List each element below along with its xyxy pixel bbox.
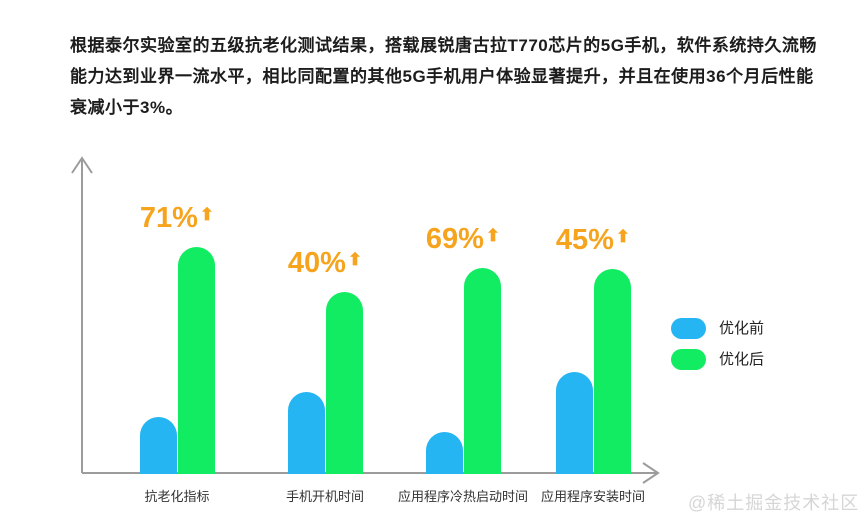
bar-after-1 [325, 292, 363, 474]
legend-item-before: 优化前 [671, 318, 764, 339]
watermark: @稀土掘金技术社区 [688, 493, 860, 513]
improvement-value: 69% [425, 223, 484, 255]
improvement-value: 71% [139, 202, 198, 234]
chart-legend: 优化前 优化后 [671, 318, 764, 370]
bar-after-3 [593, 269, 631, 474]
improvement-value: 45% [555, 224, 614, 256]
paragraph-line-2: 能力达到业界一流水平，相比同配置的其他5G手机用户体验显著提升，并且在使用36个… [70, 67, 814, 86]
bar-before-2 [425, 432, 463, 474]
x-axis-arrow-icon [642, 462, 660, 484]
category-label-2: 应用程序冷热启动时间 [397, 489, 529, 504]
legend-label-after: 优化后 [719, 351, 765, 368]
improvement-value: 40% [287, 247, 346, 279]
legend-label-before: 优化前 [719, 320, 765, 337]
up-arrow-icon: ⬆ [199, 205, 215, 224]
bar-after-2 [463, 268, 501, 474]
y-axis-arrow-icon [71, 156, 93, 174]
legend-swatch-after [671, 349, 706, 370]
improvement-label-3: 45% ⬆ [556, 222, 630, 255]
paragraph-line-1: 根据泰尔实验室的五级抗老化测试结果，搭载展锐唐古拉T770芯片的5G手机，软件系… [70, 36, 817, 55]
bar-after-0 [177, 247, 215, 474]
improvement-label-1: 40% ⬆ [288, 245, 362, 278]
improvement-label-0: 71% ⬆ [140, 200, 214, 233]
improvement-label-2: 69% ⬆ [426, 221, 500, 254]
bar-before-0 [139, 417, 177, 474]
bar-before-1 [287, 392, 325, 474]
up-arrow-icon: ⬆ [615, 227, 631, 246]
category-label-1: 手机开机时间 [285, 489, 365, 504]
paragraph-line-3: 衰减小于3%。 [70, 98, 184, 117]
up-arrow-icon: ⬆ [347, 250, 363, 269]
description-paragraph: 根据泰尔实验室的五级抗老化测试结果，搭载展锐唐古拉T770芯片的5G手机，软件系… [70, 30, 817, 123]
legend-item-after: 优化后 [671, 349, 764, 370]
bar-before-3 [555, 372, 593, 474]
category-label-3: 应用程序安装时间 [540, 489, 646, 504]
category-label-0: 抗老化指标 [144, 489, 210, 504]
up-arrow-icon: ⬆ [485, 226, 501, 245]
legend-swatch-before [671, 318, 706, 339]
